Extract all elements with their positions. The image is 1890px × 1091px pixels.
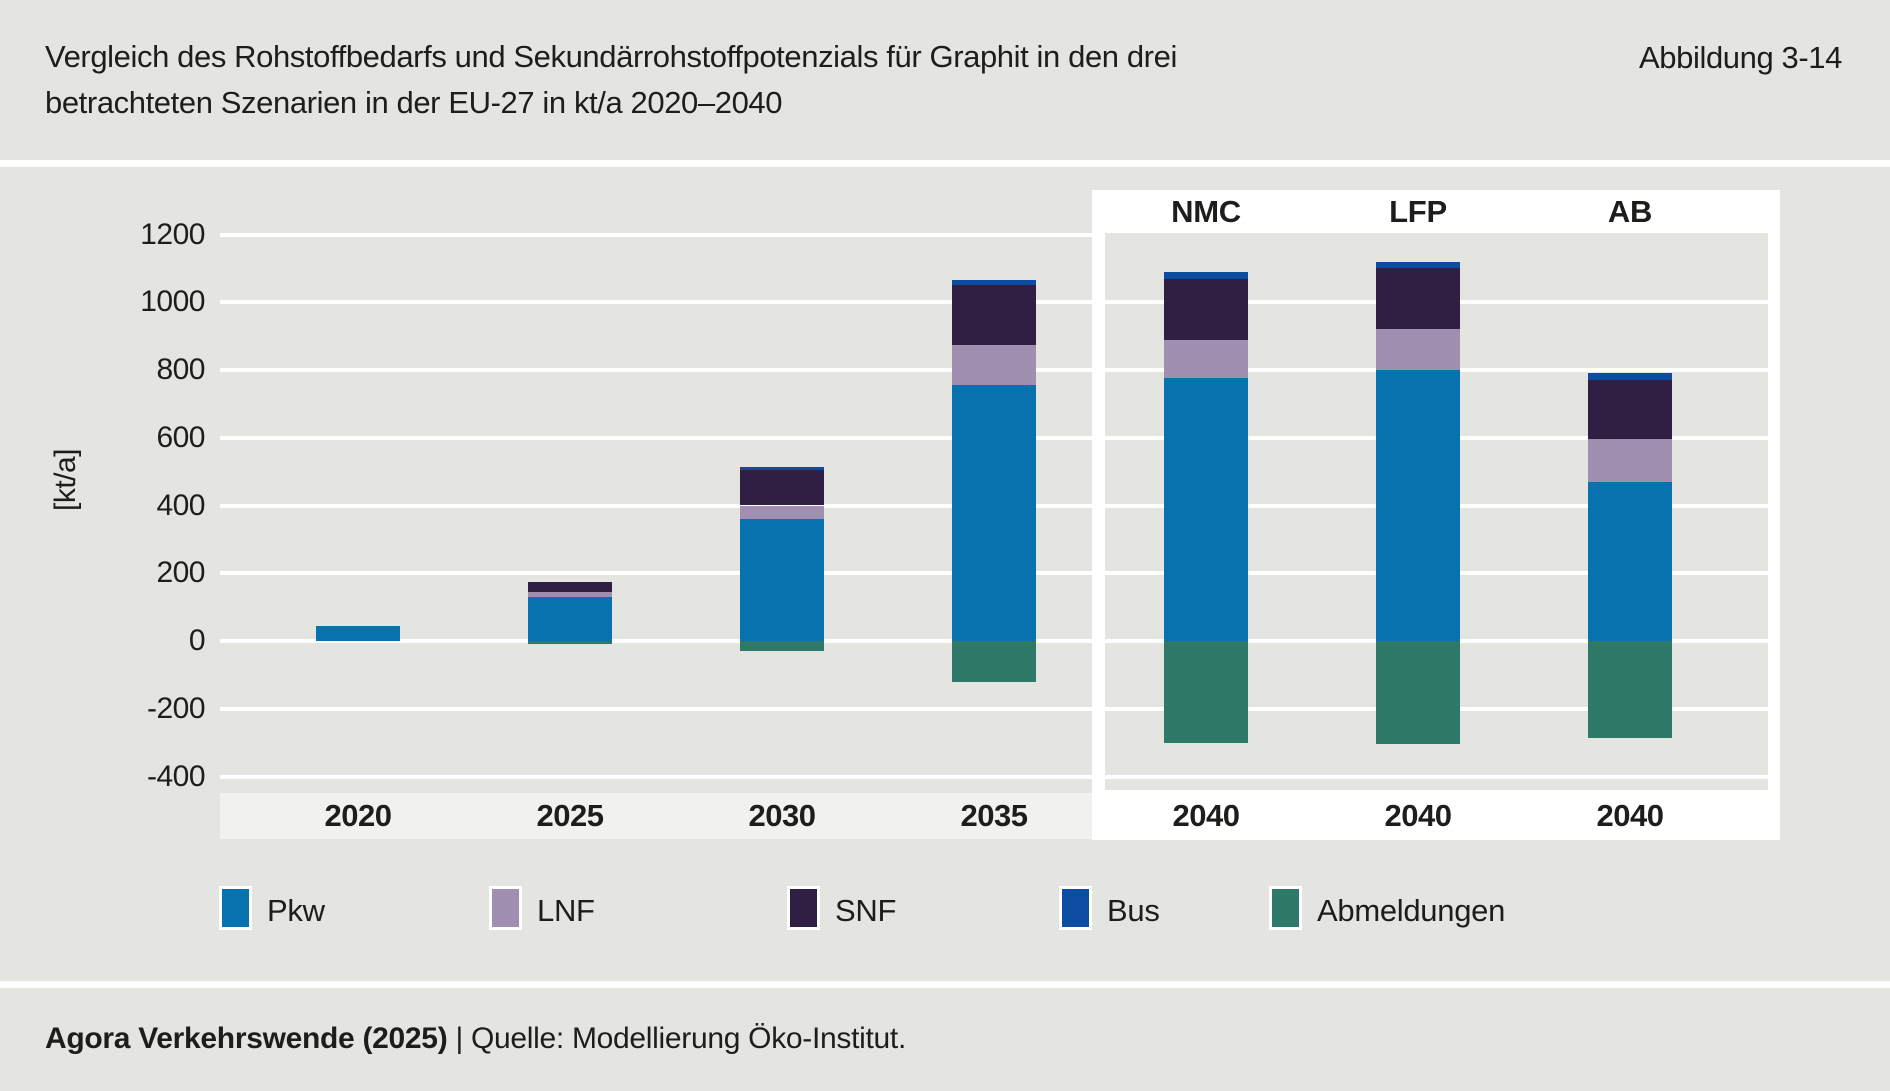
- separator-top: [0, 160, 1890, 167]
- bar-segment-abmeldungen-2040 (AB): [1588, 641, 1672, 738]
- gridline-400: [220, 503, 1092, 508]
- bar-segment-lnf-2040 (LFP): [1376, 329, 1460, 370]
- bar-segment-snf-2040 (AB): [1588, 380, 1672, 440]
- bar-segment-lnf-2030: [740, 505, 824, 520]
- separator-bottom: [0, 981, 1890, 988]
- bar-segment-abmeldungen-2035: [952, 641, 1036, 682]
- bar-segment-bus-2040 (NMC): [1164, 271, 1248, 279]
- footer-source-publisher: Agora Verkehrswende (2025): [45, 1022, 448, 1055]
- y-tick-1200: 1200: [140, 217, 205, 251]
- bar-segment-lnf-2040 (AB): [1588, 439, 1672, 482]
- gridline--400: [220, 774, 1092, 779]
- legend-swatch-lnf: [492, 889, 519, 927]
- y-tick-1000: 1000: [140, 285, 205, 319]
- bar-segment-abmeldungen-2040 (NMC): [1164, 641, 1248, 743]
- figure-number-label: Abbildung 3-14: [1639, 40, 1842, 75]
- legend-label-bus: Bus: [1107, 893, 1160, 928]
- bar-segment-pkw-2020: [316, 625, 400, 641]
- footer-source: Agora Verkehrswende (2025) | Quelle: Mod…: [45, 1022, 906, 1056]
- x-tick-2025-1: 2025: [536, 798, 604, 833]
- x-tick-2020-0: 2020: [324, 798, 392, 833]
- legend-swatch-abmeldungen: [1272, 889, 1299, 927]
- gridline-1200: [220, 232, 1092, 237]
- bar-segment-snf-2030: [740, 469, 824, 506]
- y-tick-400: 400: [156, 488, 205, 522]
- bar-segment-pkw-2035: [952, 385, 1036, 641]
- y-tick--200: -200: [146, 691, 206, 725]
- scenario-header-nmc: NMC: [1171, 194, 1241, 229]
- gridline--200: [220, 706, 1092, 711]
- bar-segment-pkw-2025: [528, 596, 612, 641]
- title-line-1: Vergleich des Rohstoffbedarfs und Sekund…: [45, 39, 1177, 74]
- bar-segment-bus-2040 (LFP): [1376, 261, 1460, 269]
- bar-segment-pkw-2040 (LFP): [1376, 370, 1460, 641]
- bar-segment-snf-2025: [528, 581, 612, 592]
- x-tick-2040-5: 2040: [1384, 798, 1452, 833]
- bar-segment-snf-2040 (NMC): [1164, 278, 1248, 340]
- bar-segment-pkw-2030: [740, 519, 824, 641]
- bar-segment-abmeldungen-2030: [740, 641, 824, 652]
- page-title: Vergleich des Rohstoffbedarfs und Sekund…: [45, 34, 1295, 126]
- x-tick-2035-3: 2035: [960, 798, 1028, 833]
- bar-segment-snf-2035: [952, 285, 1036, 345]
- x-tick-2040-6: 2040: [1596, 798, 1664, 833]
- bar-segment-abmeldungen-2025: [528, 641, 612, 645]
- bar-segment-pkw-2040 (NMC): [1164, 378, 1248, 641]
- bar-segment-bus-2040 (AB): [1588, 373, 1672, 381]
- gridline-panel--400: [1105, 774, 1768, 779]
- bar-segment-snf-2040 (LFP): [1376, 268, 1460, 330]
- x-tick-2040-4: 2040: [1172, 798, 1240, 833]
- y-tick-800: 800: [156, 353, 205, 386]
- gridline-1000: [220, 300, 1092, 305]
- legend-label-pkw: Pkw: [267, 893, 325, 928]
- x-tick-2030-2: 2030: [748, 798, 816, 833]
- bar-segment-bus-2035: [952, 280, 1036, 286]
- bar-segment-abmeldungen-2040 (LFP): [1376, 641, 1460, 745]
- legend-swatch-bus: [1062, 889, 1089, 927]
- y-tick-0: 0: [188, 624, 206, 657]
- gridline-800: [220, 368, 1092, 372]
- y-tick-600: 600: [156, 420, 205, 454]
- gridline-600: [220, 435, 1092, 440]
- title-line-2: betrachteten Szenarien in der EU-27 in k…: [45, 85, 783, 120]
- footer-source-quelle: | Quelle: Modellierung Öko-Institut.: [455, 1022, 906, 1055]
- bar-segment-bus-2030: [740, 466, 824, 470]
- scenario-header-lfp: LFP: [1389, 194, 1447, 229]
- legend-label-snf: SNF: [835, 893, 897, 928]
- chart-area: 1200 1000 800 600 400 200 0 -200 -400 [kt/a] 202…: [0, 167, 1890, 981]
- legend-swatch-pkw: [222, 889, 249, 927]
- legend-swatch-snf: [790, 889, 817, 927]
- legend-label-abmeldungen: Abmeldungen: [1317, 893, 1506, 928]
- gridline-0: [220, 639, 1092, 643]
- bar-segment-lnf-2035: [952, 344, 1036, 386]
- gridline-200: [220, 571, 1092, 576]
- y-tick--400: -400: [146, 759, 206, 793]
- y-axis-label: [kt/a]: [49, 448, 82, 512]
- bar-segment-lnf-2040 (NMC): [1164, 339, 1248, 379]
- y-tick-200: 200: [156, 556, 205, 590]
- bar-segment-lnf-2025: [528, 591, 612, 597]
- legend-label-lnf: LNF: [537, 893, 595, 928]
- x-axis-band: [220, 793, 1092, 839]
- bar-segment-pkw-2040 (AB): [1588, 481, 1672, 641]
- scenario-header-ab: AB: [1607, 194, 1653, 229]
